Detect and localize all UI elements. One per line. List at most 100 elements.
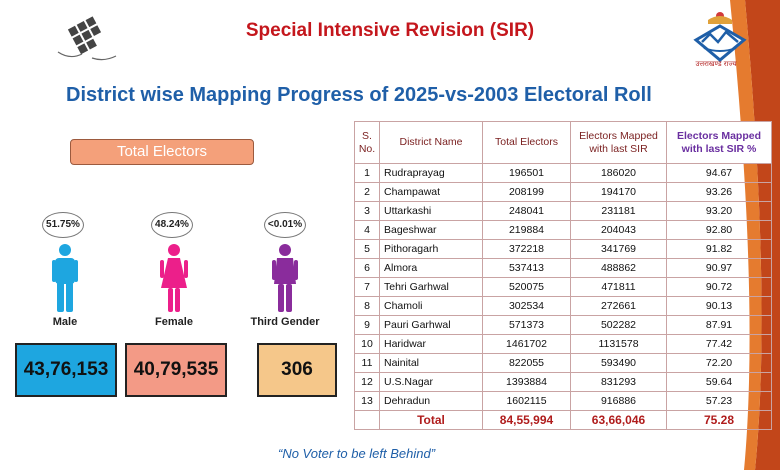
cell-electors-mapped: 488862 [570, 258, 667, 278]
cell-mapped-pct: 59.64 [666, 372, 772, 392]
cell-electors-mapped: 194170 [570, 182, 667, 202]
cell-sno: 11 [354, 353, 380, 373]
cell-district: U.S.Nagar [379, 372, 483, 392]
cell-mapped-pct: 57.23 [666, 391, 772, 411]
cell-sno: 8 [354, 296, 380, 316]
page-title: District wise Mapping Progress of 2025-v… [66, 84, 652, 106]
table-body: 1 Rudraprayag 196501 186020 94.67 2 Champawat 2… [354, 163, 772, 430]
cell-sno: 6 [354, 258, 380, 278]
cell-district: Dehradun [379, 391, 483, 411]
cell-total-electors: 1461702 [482, 334, 571, 354]
cell-mapped-pct: 90.97 [666, 258, 772, 278]
male-percent-bubble: 51.75% [42, 212, 84, 238]
uttarakhand-state-emblem [693, 12, 747, 62]
cell-total-electors: 196501 [482, 163, 571, 183]
cell-total-electors: 822055 [482, 353, 571, 373]
header-electors-mapped-pct: Electors Mapped with last SIR % [666, 121, 772, 164]
header-electors-mapped: Electors Mapped with last SIR [570, 121, 667, 164]
total-mapped-sum: 63,66,046 [570, 410, 667, 430]
cell-district: Haridwar [379, 334, 483, 354]
table-row: 1 Rudraprayag 196501 186020 94.67 [354, 163, 772, 183]
slogan: “No Voter to be left Behind” [278, 446, 436, 461]
male-person-icon [52, 244, 78, 312]
cell-electors-mapped: 471811 [570, 277, 667, 297]
table-row: 10 Haridwar 1461702 1131578 77.42 [354, 334, 772, 354]
cell-district: Almora [379, 258, 483, 278]
table-row: 12 U.S.Nagar 1393884 831293 59.64 [354, 372, 772, 392]
cell-sno: 1 [354, 163, 380, 183]
cell-mapped-pct: 91.82 [666, 239, 772, 259]
cell-mapped-pct: 77.42 [666, 334, 772, 354]
cell-total-electors: 571373 [482, 315, 571, 335]
header-sno: S. No. [354, 121, 380, 164]
third-gender-count-box: 306 [257, 343, 337, 397]
cell-electors-mapped: 593490 [570, 353, 667, 373]
header-district: District Name [379, 121, 483, 164]
cell-sno: 2 [354, 182, 380, 202]
total-electors-sum: 84,55,994 [482, 410, 571, 430]
cell-total-electors: 208199 [482, 182, 571, 202]
total-electors-banner: Total Electors [70, 139, 254, 165]
cell-electors-mapped: 231181 [570, 201, 667, 221]
cell-total-electors: 219884 [482, 220, 571, 240]
cell-district: Chamoli [379, 296, 483, 316]
table-row: 11 Nainital 822055 593490 72.20 [354, 353, 772, 373]
table-row: 3 Uttarkashi 248041 231181 93.20 [354, 201, 772, 221]
total-row-blank-cell [354, 410, 380, 430]
cell-sno: 3 [354, 201, 380, 221]
cell-mapped-pct: 72.20 [666, 353, 772, 373]
cell-sno: 4 [354, 220, 380, 240]
cell-sno: 13 [354, 391, 380, 411]
cell-sno: 5 [354, 239, 380, 259]
table-total-row: Total 84,55,994 63,66,046 75.28 [354, 410, 772, 430]
cell-district: Nainital [379, 353, 483, 373]
cell-total-electors: 537413 [482, 258, 571, 278]
third-gender-percent-bubble: <0.01% [264, 212, 306, 238]
female-label: Female [155, 316, 193, 328]
cell-total-electors: 1602115 [482, 391, 571, 411]
table-row: 8 Chamoli 302534 272661 90.13 [354, 296, 772, 316]
cell-mapped-pct: 87.91 [666, 315, 772, 335]
cell-total-electors: 302534 [482, 296, 571, 316]
cell-electors-mapped: 272661 [570, 296, 667, 316]
female-person-icon [160, 244, 188, 312]
state-logo-caption: उत्तराखण्ड राज्य [695, 60, 737, 68]
total-label: Total [379, 410, 483, 430]
cell-sno: 10 [354, 334, 380, 354]
female-count-box: 40,79,535 [125, 343, 227, 397]
cell-sno: 7 [354, 277, 380, 297]
cell-mapped-pct: 90.13 [666, 296, 772, 316]
cell-district: Uttarkashi [379, 201, 483, 221]
cell-total-electors: 248041 [482, 201, 571, 221]
election-commission-logo [57, 16, 117, 61]
table-row: 4 Bageshwar 219884 204043 92.80 [354, 220, 772, 240]
female-percent-bubble: 48.24% [151, 212, 193, 238]
table-row: 6 Almora 537413 488862 90.97 [354, 258, 772, 278]
cell-mapped-pct: 94.67 [666, 163, 772, 183]
cell-district: Pauri Garhwal [379, 315, 483, 335]
cell-electors-mapped: 916886 [570, 391, 667, 411]
cell-electors-mapped: 831293 [570, 372, 667, 392]
district-mapping-table: S. No. District Name Total Electors Elec… [354, 121, 772, 430]
cell-district: Champawat [379, 182, 483, 202]
table-header-row: S. No. District Name Total Electors Elec… [354, 121, 772, 164]
cell-electors-mapped: 1131578 [570, 334, 667, 354]
cell-district: Rudraprayag [379, 163, 483, 183]
cell-mapped-pct: 93.20 [666, 201, 772, 221]
header-total-electors: Total Electors [482, 121, 571, 164]
cell-mapped-pct: 90.72 [666, 277, 772, 297]
male-label: Male [52, 316, 78, 328]
third-gender-person-icon [272, 244, 298, 312]
cell-electors-mapped: 341769 [570, 239, 667, 259]
cell-total-electors: 372218 [482, 239, 571, 259]
cell-electors-mapped: 502282 [570, 315, 667, 335]
cell-mapped-pct: 92.80 [666, 220, 772, 240]
cell-electors-mapped: 186020 [570, 163, 667, 183]
table-row: 5 Pithoragarh 372218 341769 91.82 [354, 239, 772, 259]
third-gender-label: Third Gender [250, 316, 320, 328]
table-row: 7 Tehri Garhwal 520075 471811 90.72 [354, 277, 772, 297]
cell-district: Pithoragarh [379, 239, 483, 259]
table-row: 9 Pauri Garhwal 571373 502282 87.91 [354, 315, 772, 335]
cell-electors-mapped: 204043 [570, 220, 667, 240]
cell-sno: 9 [354, 315, 380, 335]
